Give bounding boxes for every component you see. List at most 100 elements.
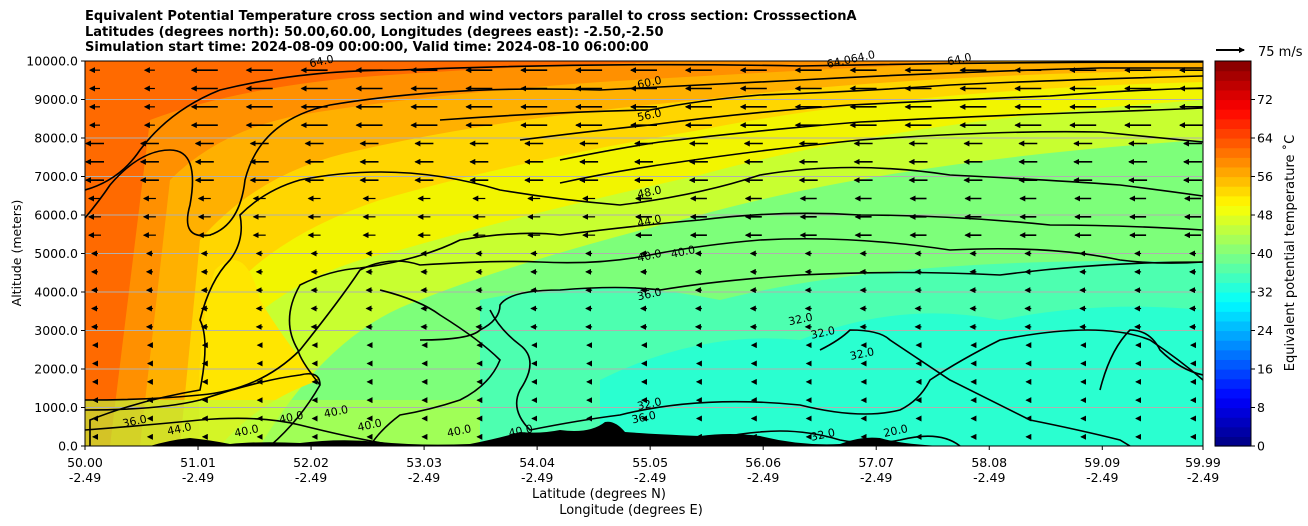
x-tick-lon-label: -2.49	[1187, 470, 1219, 485]
colorbar-bin	[1215, 388, 1251, 399]
x-tick-lat-label: 51.01	[180, 455, 216, 470]
colorbar-bin	[1215, 417, 1251, 428]
x-tick-lat-label: 55.05	[632, 455, 668, 470]
contour-label: 36.0	[636, 285, 663, 303]
colorbar-bin	[1215, 311, 1251, 322]
colorbar-bin	[1215, 263, 1251, 274]
colorbar-bin	[1215, 195, 1251, 206]
colorbar-bin	[1215, 436, 1251, 447]
title-line-2: Latitudes (degrees north): 50.00,60.00, …	[85, 24, 664, 40]
colorbar-bin	[1215, 99, 1251, 110]
colorbar-bin	[1215, 157, 1251, 168]
wind-vectors	[85, 67, 1203, 440]
x-tick-lat-label: 59.99	[1185, 455, 1221, 470]
colorbar: 0 8 16 24 32 40 48 56 64 72 Equivalent potential …	[1214, 60, 1298, 454]
y-tick-label: 10000.0	[26, 54, 78, 69]
colorbar-bin	[1215, 176, 1251, 187]
x-tick-lon-label: -2.49	[408, 470, 440, 485]
x-tick-lon-label: -2.49	[634, 470, 666, 485]
x-axis-label-lon: Longitude (degrees E)	[559, 503, 703, 518]
colorbar-bin	[1215, 80, 1251, 91]
contour-label: 32.0	[810, 426, 837, 444]
y-tick-label: 9000.0	[34, 92, 78, 107]
colorbar-bin	[1215, 234, 1251, 245]
contour-label: 44.0	[166, 420, 193, 438]
x-tick-lat-label: 50.00	[67, 455, 103, 470]
colorbar-bin	[1215, 215, 1251, 226]
chart-title: Equivalent Potential Temperature cross s…	[85, 9, 857, 56]
colorbar-bin	[1215, 340, 1251, 351]
colorbar-tick-label: 72	[1257, 92, 1273, 107]
contour-label: 36.0	[630, 409, 657, 427]
y-tick-label: 2000.0	[34, 362, 78, 377]
colorbar-bin	[1215, 330, 1251, 341]
x-tick-lon-label: -2.49	[521, 470, 553, 485]
quiver-key-label: 75 m/s	[1258, 45, 1303, 60]
contour-label: 20.0	[882, 422, 909, 440]
contour-label: 44.0	[636, 212, 663, 230]
colorbar-ticks: 0 8 16 24 32 40 48 56 64 72	[1251, 92, 1273, 454]
title-line-3: Simulation start time: 2024-08-09 00:00:…	[85, 40, 649, 55]
colorbar-tick-label: 32	[1257, 285, 1273, 300]
terrain-silhouette	[85, 421, 940, 446]
contour-label: 40.0	[507, 422, 534, 440]
colorbar-bin	[1215, 426, 1251, 437]
colorbar-bin	[1215, 359, 1251, 370]
contour-label: 56.0	[636, 106, 663, 124]
contour-label: 40.0	[278, 409, 305, 427]
colorbar-bin	[1215, 224, 1251, 235]
contour-label: 40.0	[356, 416, 383, 434]
x-tick-lon-label: -2.49	[182, 470, 214, 485]
x-tick-lon-label: -2.49	[860, 470, 892, 485]
x-axis-ticks: 50.00-2.4951.01-2.4952.02-2.4953.03-2.49…	[67, 446, 1221, 485]
contour-label: 40.0	[323, 403, 350, 421]
x-axis-label-lat: Latitude (degrees N)	[532, 487, 666, 502]
contour-label: 60.0	[636, 74, 663, 92]
contour-label: 40.0	[670, 243, 697, 261]
y-tick-label: 7000.0	[34, 169, 78, 184]
colorbar-bin	[1215, 147, 1251, 158]
colorbar-bin	[1215, 89, 1251, 101]
y-axis-ticks: 0.0 1000.0 2000.0 3000.0 4000.0 5000.0 6000.0 7…	[26, 54, 85, 454]
colorbar-bin	[1215, 272, 1251, 283]
colorbar-bin	[1215, 397, 1251, 409]
y-tick-label: 6000.0	[34, 208, 78, 223]
contour-label: 40.0	[636, 247, 663, 265]
colorbar-tick-label: 8	[1257, 400, 1265, 415]
colorbar-bin	[1215, 407, 1251, 418]
colorbar-tick-label: 24	[1257, 323, 1273, 338]
x-tick-lon-label: -2.49	[69, 470, 101, 485]
colorbar-bin	[1215, 166, 1251, 178]
colorbar-bin	[1215, 282, 1251, 293]
colorbar-tick-label: 40	[1257, 246, 1273, 261]
x-tick-lon-label: -2.49	[747, 470, 779, 485]
y-axis-label: Altitude (meters)	[9, 200, 24, 307]
x-tick-lon-label: -2.49	[973, 470, 1005, 485]
colorbar-bin	[1215, 292, 1251, 303]
colorbar-bin	[1215, 138, 1251, 149]
colorbar-bins	[1215, 61, 1251, 447]
x-tick-lat-label: 52.02	[293, 455, 329, 470]
colorbar-bin	[1215, 301, 1251, 312]
colorbar-bin	[1215, 243, 1251, 255]
colorbar-tick-label: 48	[1257, 208, 1273, 223]
colorbar-bin	[1215, 128, 1251, 139]
colorbar-tick-label: 64	[1257, 131, 1273, 146]
contour-label: 64.0	[946, 51, 973, 69]
x-tick-lon-label: -2.49	[1086, 470, 1118, 485]
y-tick-label: 0.0	[58, 439, 78, 454]
colorbar-bin	[1215, 205, 1251, 216]
contour-label: 36.0	[121, 412, 148, 430]
colorbar-bin	[1215, 118, 1251, 129]
colorbar-tick-label: 56	[1257, 169, 1273, 184]
colorbar-bin	[1215, 349, 1251, 360]
x-tick-lat-label: 53.03	[406, 455, 442, 470]
y-tick-label: 4000.0	[34, 285, 78, 300]
colorbar-bin	[1215, 186, 1251, 197]
y-tick-label: 8000.0	[34, 131, 78, 146]
contour-label: 32.0	[810, 324, 837, 342]
colorbar-bin	[1215, 109, 1251, 120]
contour-label: 48.0	[636, 183, 663, 201]
x-tick-lat-label: 59.09	[1084, 455, 1120, 470]
contour-label: 32.0	[849, 345, 876, 363]
